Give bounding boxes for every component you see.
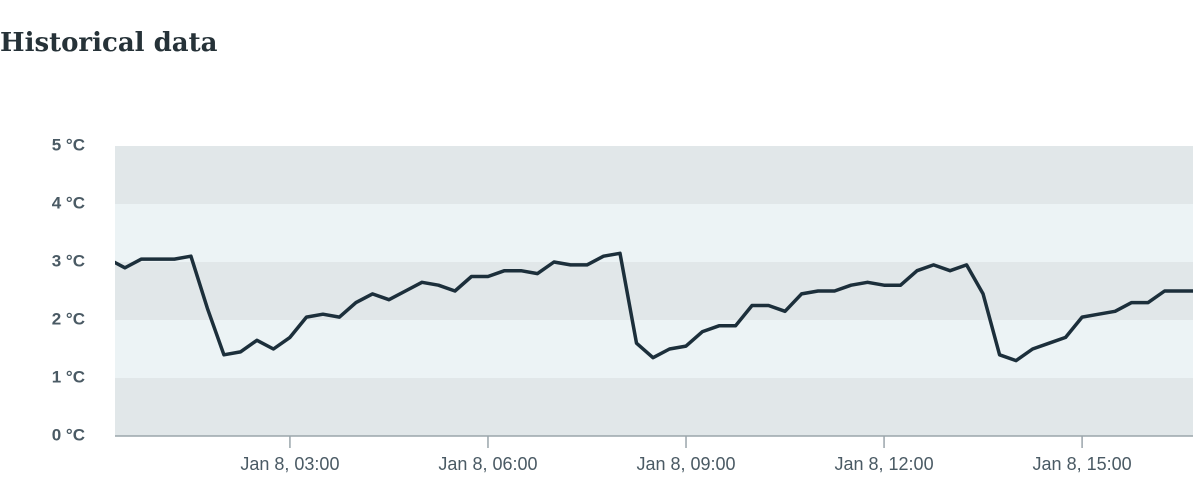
y-tick-label: 2 °C	[52, 309, 85, 328]
y-tick-label: 5 °C	[52, 135, 85, 154]
grid-band	[115, 378, 1193, 436]
grid-band	[115, 262, 1193, 320]
x-tick-label: Jan 8, 15:00	[1033, 454, 1132, 474]
x-tick-label: Jan 8, 12:00	[835, 454, 934, 474]
grid-band	[115, 204, 1193, 262]
x-tick-label: Jan 8, 09:00	[636, 454, 735, 474]
page-title: Historical data	[0, 28, 218, 58]
y-tick-label: 3 °C	[52, 251, 85, 270]
y-tick-label: 1 °C	[52, 367, 85, 386]
data-line	[115, 251, 1193, 363]
x-tick-label: Jan 8, 03:00	[240, 454, 339, 474]
y-tick-label: 4 °C	[52, 193, 85, 212]
y-tick-label: 0 °C	[52, 425, 85, 444]
grid-band	[115, 146, 1193, 204]
x-tick-label: Jan 8, 06:00	[438, 454, 537, 474]
